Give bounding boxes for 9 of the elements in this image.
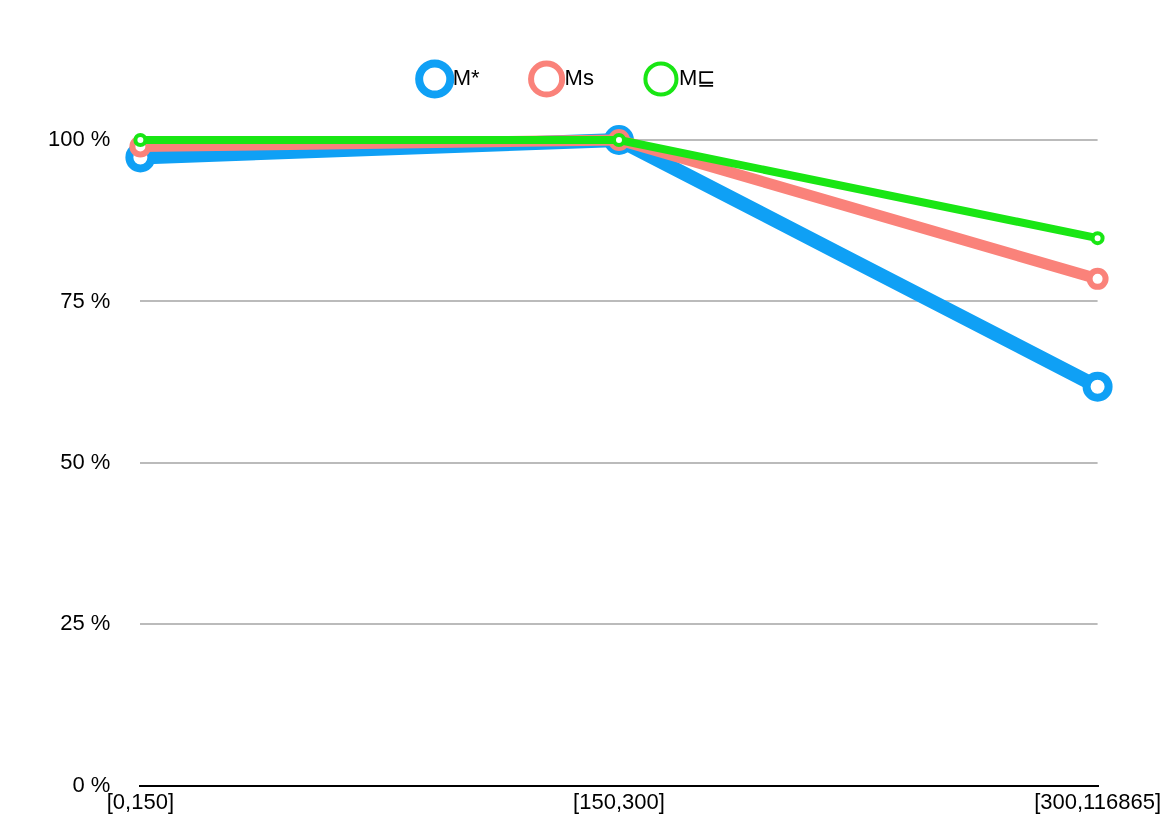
legend-label: M* xyxy=(452,65,481,91)
y-tick-label: 100 % xyxy=(47,126,111,152)
y-tick-label: 25 % xyxy=(60,610,111,636)
y-tick-label: 50 % xyxy=(60,448,111,474)
legend-label: M⊑ xyxy=(678,65,716,91)
x-tick-label: [150,300] xyxy=(573,789,665,815)
y-tick-label: 75 % xyxy=(60,287,111,313)
legend-label: Ms xyxy=(564,65,594,91)
x-tick-label: [300,116865] xyxy=(1034,789,1161,815)
